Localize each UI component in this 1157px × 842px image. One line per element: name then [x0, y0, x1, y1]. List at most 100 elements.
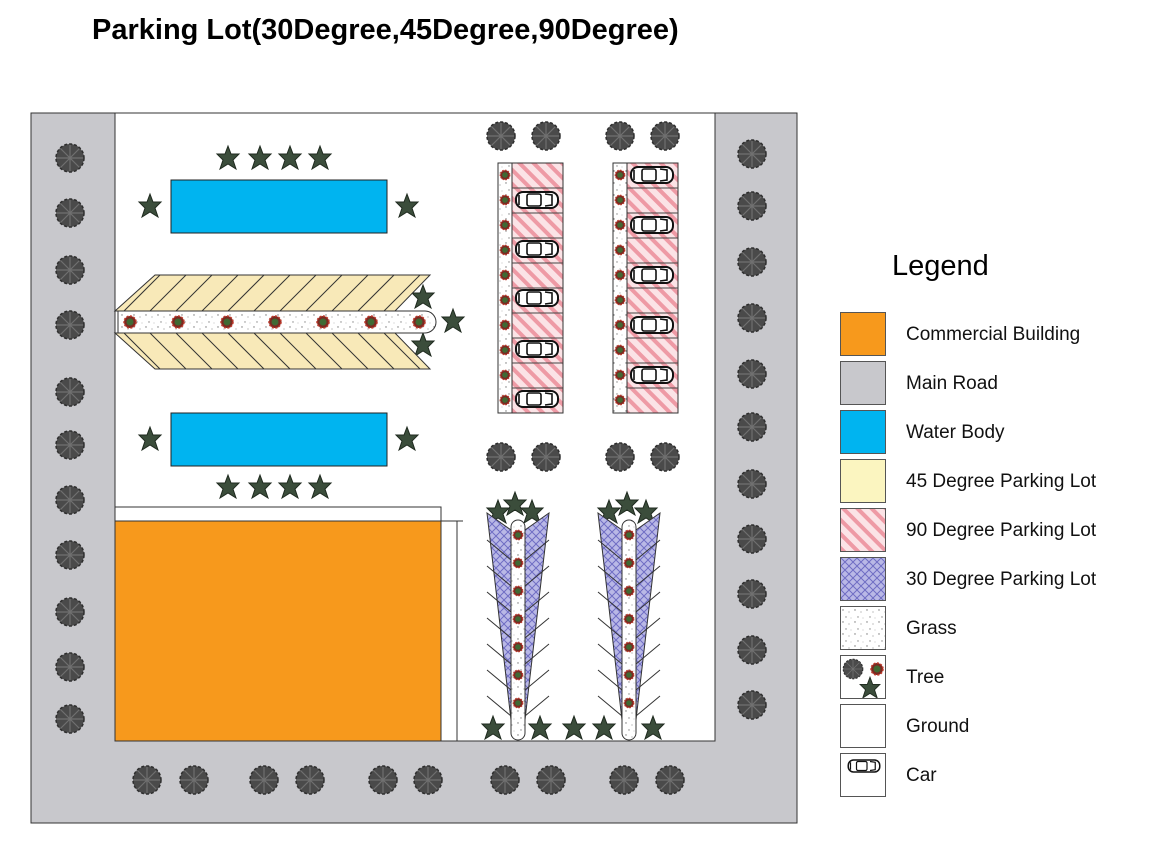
- legend-swatch-tree: [840, 655, 886, 699]
- car-icon: [630, 316, 674, 334]
- tree-icon: [171, 315, 185, 329]
- legend-label: 90 Degree Parking Lot: [906, 520, 1097, 541]
- tree-icon: [623, 613, 635, 625]
- legend-row-grass: Grass: [840, 606, 1140, 652]
- tree-icon: [316, 315, 330, 329]
- tree-icon: [614, 369, 626, 381]
- legend-row-car: Car: [840, 753, 1140, 799]
- legend-row-90: 90 Degree Parking Lot: [840, 508, 1140, 554]
- tree-icon: [614, 219, 626, 231]
- diagram-title: Parking Lot(30Degree,45Degree,90Degree): [92, 14, 679, 46]
- parking-45-degree: [113, 274, 437, 370]
- car-icon: [630, 166, 674, 184]
- car-icon: [847, 759, 881, 773]
- car-icon: [515, 191, 559, 209]
- legend-label: Commercial Building: [906, 324, 1081, 345]
- tree-icon: [55, 143, 85, 173]
- car-icon: [630, 366, 674, 384]
- tree-icon: [499, 294, 511, 306]
- tree-icon: [737, 412, 767, 442]
- legend-swatch-road: [840, 361, 886, 405]
- water-body-bottom: [170, 412, 388, 467]
- tree-icon: [623, 697, 635, 709]
- legend-title: Legend: [892, 250, 989, 282]
- car-icon: [515, 390, 559, 408]
- tree-icon: [179, 765, 209, 795]
- legend-swatch-90: [840, 508, 886, 552]
- tree-icon: [55, 704, 85, 734]
- tree-icon: [268, 315, 282, 329]
- tree-icon: [655, 765, 685, 795]
- legend-row-commercial: Commercial Building: [840, 312, 1140, 358]
- tree-icon: [737, 139, 767, 169]
- tree-icon: [295, 765, 325, 795]
- tree-icon: [512, 613, 524, 625]
- car-icon: [515, 340, 559, 358]
- car-icon: [515, 240, 559, 258]
- tree-icon: [412, 315, 426, 329]
- legend-label: Water Body: [906, 422, 1005, 443]
- tree-icon: [55, 255, 85, 285]
- legend-label: Ground: [906, 716, 970, 737]
- tree-icon: [55, 310, 85, 340]
- legend-row-tree: Tree: [840, 655, 1140, 701]
- tree-icon: [737, 579, 767, 609]
- legend-label: 45 Degree Parking Lot: [906, 471, 1097, 492]
- tree-icon: [55, 377, 85, 407]
- tree-icon: [623, 641, 635, 653]
- tree-icon: [737, 191, 767, 221]
- legend-label: Car: [906, 765, 937, 786]
- legend-row-water: Water Body: [840, 410, 1140, 456]
- tree-icon: [364, 315, 378, 329]
- tree-icon: [536, 765, 566, 795]
- tree-icon: [512, 529, 524, 541]
- tree-icon: [614, 194, 626, 206]
- tree-icon: [368, 765, 398, 795]
- tree-icon: [737, 303, 767, 333]
- tree-icon: [490, 765, 520, 795]
- tree-icon: [623, 669, 635, 681]
- tree-icon: [737, 359, 767, 389]
- car-icon: [630, 266, 674, 284]
- tree-icon: [512, 697, 524, 709]
- tree-icon: [499, 394, 511, 406]
- tree-icon: [499, 344, 511, 356]
- tree-icon: [614, 319, 626, 331]
- legend-row-30: 30 Degree Parking Lot: [840, 557, 1140, 603]
- tree-icon: [499, 369, 511, 381]
- legend-swatch-grass: [840, 606, 886, 650]
- tree-icon: [499, 319, 511, 331]
- tree-icon: [512, 669, 524, 681]
- legend-label: Main Road: [906, 373, 998, 394]
- legend-label: Tree: [906, 667, 945, 688]
- legend-swatch-car: [840, 753, 886, 797]
- car-icon: [630, 216, 674, 234]
- legend-row-45: 45 Degree Parking Lot: [840, 459, 1140, 505]
- tree-icon: [614, 394, 626, 406]
- parking-30-degree: [486, 511, 661, 741]
- tree-icon: [486, 442, 516, 472]
- tree-icon: [737, 635, 767, 665]
- tree-icon: [737, 469, 767, 499]
- legend-swatch-30: [840, 557, 886, 601]
- tree-icon: [55, 652, 85, 682]
- tree-icon: [737, 247, 767, 277]
- tree-icon: [623, 557, 635, 569]
- tree-icon: [512, 641, 524, 653]
- legend-row-road: Main Road: [840, 361, 1140, 407]
- tree-icon: [614, 294, 626, 306]
- commercial-building: [114, 506, 463, 742]
- tree-icon: [220, 315, 234, 329]
- tree-icon: [55, 597, 85, 627]
- tree-icon: [55, 430, 85, 460]
- tree-icon: [605, 442, 635, 472]
- tree-icon: [737, 524, 767, 554]
- tree-icon: [623, 529, 635, 541]
- legend-swatch-commercial: [840, 312, 886, 356]
- tree-icon: [609, 765, 639, 795]
- water-body-top: [170, 179, 388, 234]
- tree-icon: [499, 244, 511, 256]
- legend-swatch-water: [840, 410, 886, 454]
- tree-icon: [614, 269, 626, 281]
